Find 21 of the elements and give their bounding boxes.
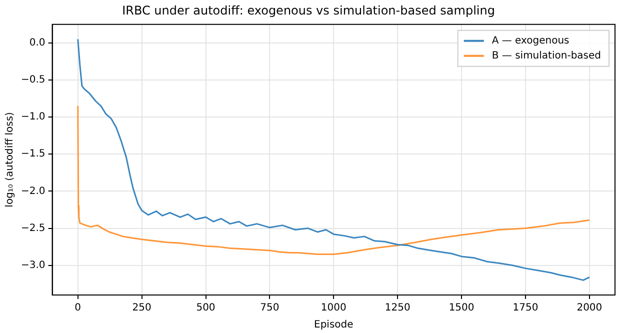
y-tick-label: 0.0 xyxy=(29,38,46,49)
x-tick-label: 1750 xyxy=(512,302,538,314)
y-tick-label: −2.0 xyxy=(20,186,46,197)
y-tick-label: −2.5 xyxy=(20,222,46,234)
x-tick-label: 750 xyxy=(260,302,280,314)
y-tick-label: −1.5 xyxy=(20,148,46,160)
legend-label: A — exogenous xyxy=(492,35,570,46)
y-tick-label: −3.0 xyxy=(20,260,46,271)
x-tick-label: 2000 xyxy=(576,302,602,314)
x-tick-label: 0 xyxy=(74,302,82,314)
x-tick-label: 1000 xyxy=(320,302,346,314)
x-tick-label: 1500 xyxy=(448,302,474,314)
chart-title: IRBC under autodiff: exogenous vs simulation-based sampling xyxy=(122,3,495,18)
x-tick-label: 1250 xyxy=(384,302,410,314)
x-tick-label: 500 xyxy=(196,302,216,314)
x-tick-label: 250 xyxy=(132,302,152,314)
legend-label: B — simulation-based xyxy=(492,50,601,62)
x-axis-title: Episode xyxy=(314,320,354,331)
y-tick-label: −0.5 xyxy=(20,74,46,86)
y-tick-label: −1.0 xyxy=(20,112,46,123)
y-axis-title: log₁₀ (autodiff loss) xyxy=(4,112,16,208)
